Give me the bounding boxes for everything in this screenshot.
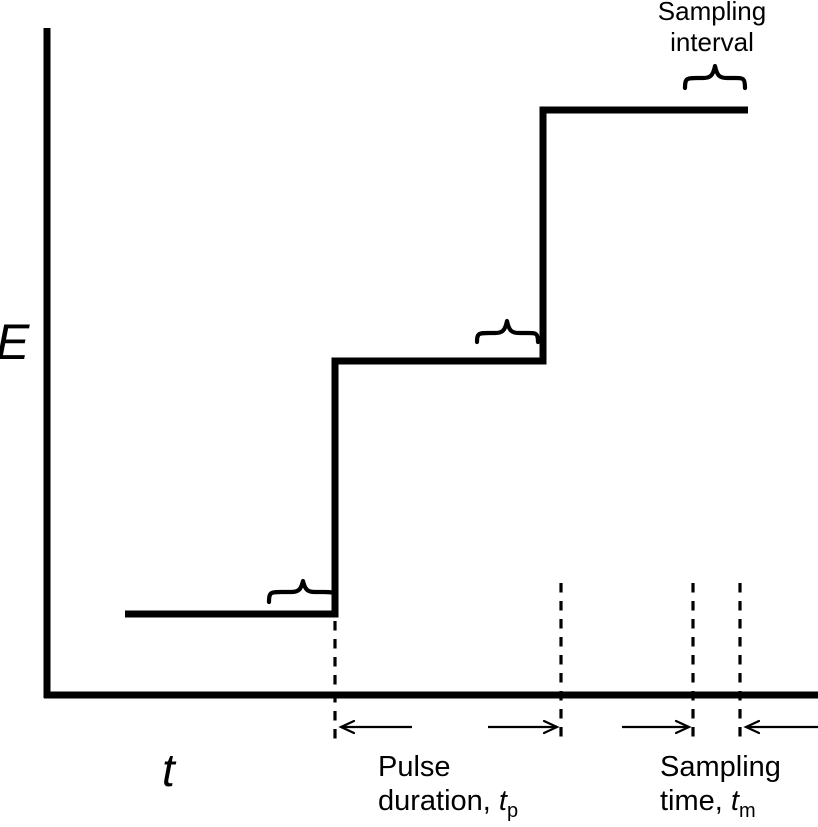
pulse-duration-label-prefix: duration, — [378, 785, 499, 817]
step2-sampling-brace — [474, 318, 541, 345]
pulse-duration-subscript: p — [506, 800, 519, 822]
sampling-interval-label-line2: interval — [670, 27, 754, 57]
x-axis-label: t — [162, 744, 175, 796]
sampling-time-label-line1: Sampling — [660, 751, 781, 783]
sampling-interval-label-line1: Sampling — [657, 0, 767, 26]
sampling-time-label: Sampling time, tm — [660, 750, 781, 821]
pulse-duration-label-line2: duration, tp — [378, 784, 518, 821]
staircase-waveform-line — [125, 106, 748, 618]
sampling-time-subscript: m — [738, 800, 756, 822]
sampling-time-symbol: t — [730, 785, 739, 817]
sampling-time-label-line2: time, tm — [660, 784, 781, 821]
sampling-interval-label: Sampling interval — [632, 0, 792, 58]
step1-sampling-brace — [266, 578, 339, 605]
pulse-duration-label-line1: Pulse — [378, 751, 451, 783]
y-axis-label: E — [0, 313, 29, 371]
sampling-interval-brace — [682, 63, 748, 91]
pulse-duration-label: Pulse duration, tp — [378, 750, 518, 821]
pulse-duration-symbol: t — [498, 785, 507, 817]
sampling-time-label-prefix: time, — [660, 785, 731, 817]
